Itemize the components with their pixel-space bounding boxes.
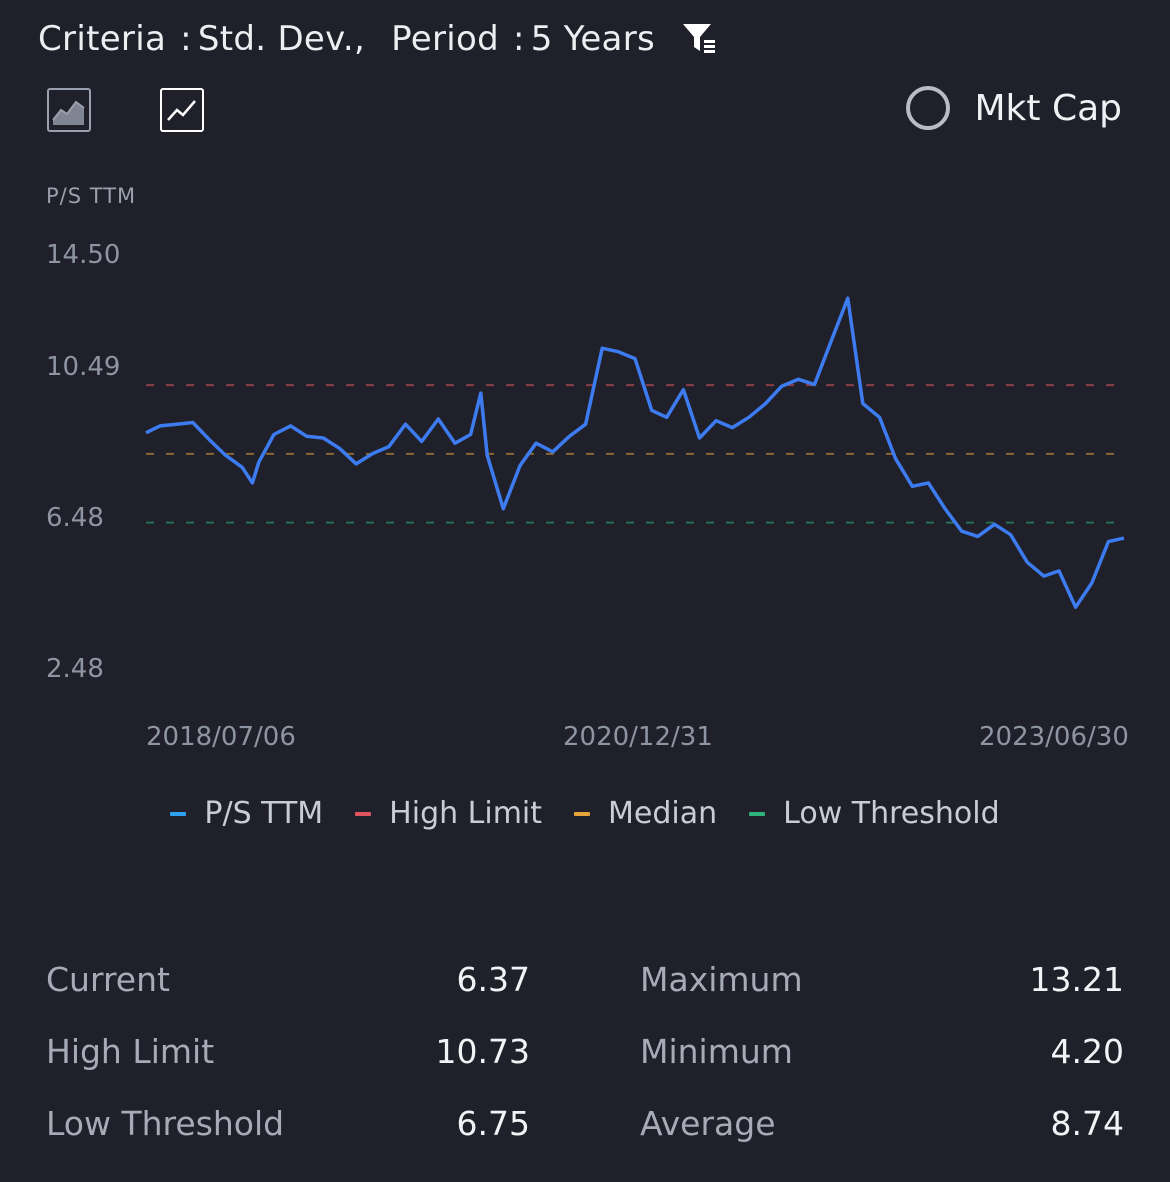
x-tick-label: 2020/12/31 [563, 722, 713, 752]
y-tick-label: 2.48 [46, 654, 104, 684]
legend-swatch [355, 811, 372, 816]
mkt-cap-toggle[interactable]: Mkt Cap [906, 86, 1122, 130]
stat-label-low-threshold: Low Threshold [46, 1104, 285, 1143]
period-value[interactable]: 5 Years [530, 19, 655, 59]
stat-row: Current 6.37 Maximum 13.21 [46, 960, 1124, 1032]
legend-item-ps-ttm[interactable]: P/S TTM [170, 796, 323, 831]
x-tick-label: 2023/06/30 [979, 722, 1129, 752]
legend-item-median[interactable]: Median [574, 796, 717, 831]
y-tick-label: 6.48 [46, 503, 104, 533]
legend-swatch [170, 811, 187, 816]
criteria-value[interactable]: Std. Dev., [197, 19, 366, 59]
mkt-cap-radio[interactable] [906, 86, 951, 130]
stat-value-minimum: 4.20 [1050, 1032, 1124, 1071]
legend-swatch [574, 811, 591, 816]
stat-value-maximum: 13.21 [1029, 960, 1124, 999]
legend-item-high-limit[interactable]: High Limit [355, 796, 542, 831]
stat-row: High Limit 10.73 Minimum 4.20 [46, 1032, 1124, 1104]
y-tick-label: 10.49 [46, 352, 121, 382]
stat-row: Low Threshold 6.75 Average 8.74 [46, 1104, 1124, 1176]
legend-label: Low Threshold [783, 796, 1000, 831]
stat-label-average: Average [640, 1104, 776, 1143]
stat-value-high-limit: 10.73 [435, 1032, 530, 1071]
filter-icon[interactable] [681, 21, 717, 57]
chart-plot [145, 296, 1125, 609]
criteria-separator: : [180, 19, 192, 59]
line-chart-icon[interactable] [160, 88, 204, 132]
series-line-ps-ttm [145, 296, 1125, 609]
period-label: Period [391, 19, 499, 59]
stat-value-average: 8.74 [1050, 1104, 1124, 1143]
period-separator: : [512, 19, 525, 59]
legend-item-low-threshold[interactable]: Low Threshold [749, 796, 1000, 831]
y-tick-label: 14.50 [46, 240, 121, 270]
x-tick-label: 2018/07/06 [146, 722, 296, 752]
criteria-label: Criteria [38, 19, 167, 59]
stat-label-current: Current [46, 960, 170, 999]
chart-legend: P/S TTM High Limit Median Low Threshold [0, 796, 1170, 831]
area-chart-icon[interactable] [47, 88, 91, 132]
legend-label: High Limit [389, 796, 543, 831]
stat-value-current: 6.37 [456, 960, 530, 999]
legend-label: P/S TTM [204, 796, 324, 831]
mkt-cap-label: Mkt Cap [974, 87, 1122, 129]
legend-label: Median [608, 796, 718, 831]
y-axis-label: P/S TTM [46, 184, 137, 208]
stat-label-high-limit: High Limit [46, 1032, 215, 1071]
stats-table: Current 6.37 Maximum 13.21 High Limit 10… [46, 960, 1124, 1176]
stat-label-maximum: Maximum [640, 960, 803, 999]
stat-value-low-threshold: 6.75 [456, 1104, 530, 1143]
stat-label-minimum: Minimum [640, 1032, 793, 1071]
criteria-bar: Criteria: Std. Dev., Period: 5 Years [38, 14, 717, 64]
legend-swatch [749, 811, 766, 816]
